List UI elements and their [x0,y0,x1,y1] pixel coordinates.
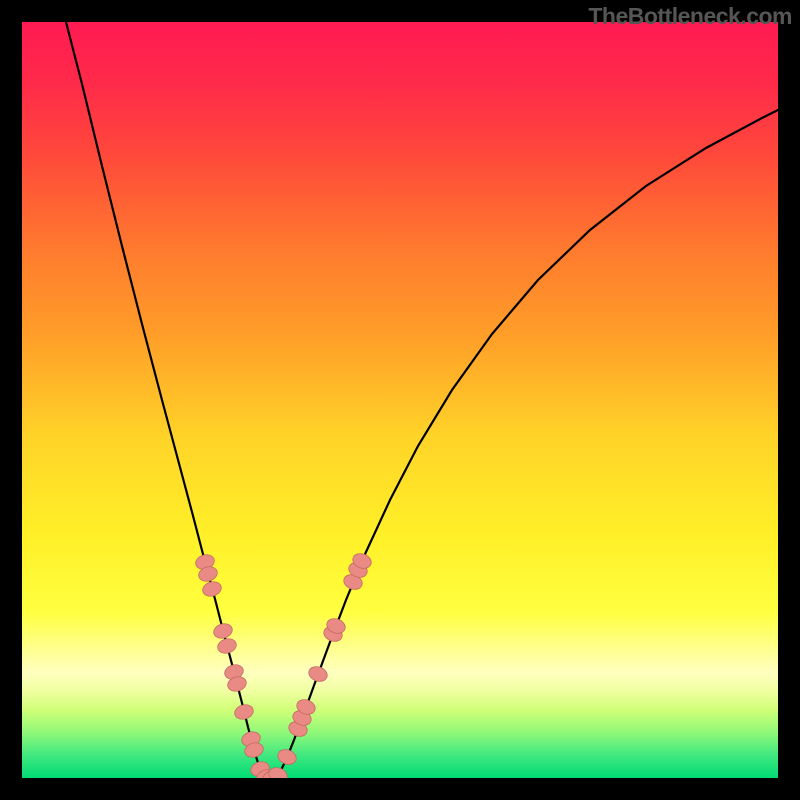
chart-container: TheBottleneck.com [0,0,800,800]
plot-area [22,22,778,778]
gradient-background [22,22,778,778]
bottleneck-chart-svg [22,22,778,778]
watermark-text: TheBottleneck.com [588,3,792,30]
